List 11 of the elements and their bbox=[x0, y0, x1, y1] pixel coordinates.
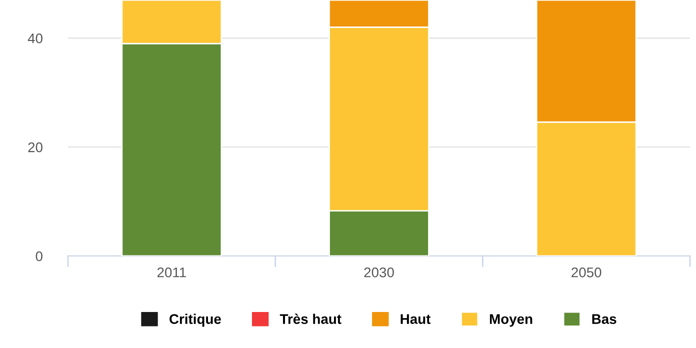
legend-label: Bas bbox=[592, 314, 616, 324]
legend-label: Moyen bbox=[490, 314, 532, 327]
x-tick-label: 2030 bbox=[364, 267, 394, 278]
y-tick-label: 0 bbox=[36, 251, 42, 262]
legend-label: Critique bbox=[170, 314, 221, 327]
x-tick-label: 2011 bbox=[157, 267, 186, 278]
legend-label: Très haut bbox=[280, 314, 342, 324]
legend-label: Haut bbox=[400, 314, 431, 324]
y-tick-label: 20 bbox=[28, 142, 42, 152]
y-tick-label: 40 bbox=[28, 33, 42, 44]
x-tick-label: 2050 bbox=[572, 267, 602, 278]
